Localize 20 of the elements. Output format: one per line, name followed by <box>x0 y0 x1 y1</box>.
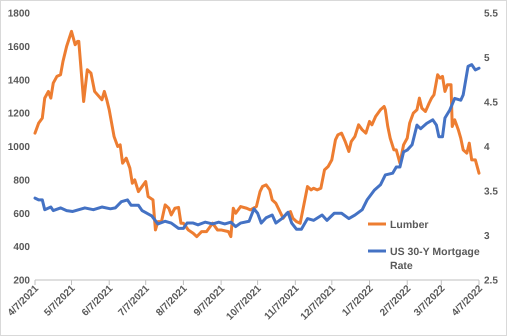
y-tick-label: 1600 <box>8 42 30 53</box>
y2-tick-label: 2.5 <box>484 276 498 286</box>
legend-label: US 30-Y Mortgage Rate <box>390 246 480 272</box>
y-tick-label: 800 <box>13 175 30 186</box>
y2-tick-label: 5.5 <box>484 8 498 20</box>
y2-tick-label: 3.5 <box>484 186 498 198</box>
line-series <box>34 30 480 238</box>
y-tick-label: 200 <box>13 276 30 286</box>
legend-label: Lumber <box>390 219 429 231</box>
y-tick-label: 1000 <box>8 142 30 153</box>
y-tick-label: 1800 <box>8 8 30 20</box>
y-tick-label: 400 <box>13 242 30 254</box>
y2-tick-label: 3 <box>484 231 490 242</box>
y-tick-label: 600 <box>13 208 30 220</box>
y2-tick-label: 5 <box>484 53 490 64</box>
y2-tick-label: 4 <box>484 142 490 153</box>
y2-tick-label: 4.5 <box>484 98 498 108</box>
line-series <box>34 63 480 231</box>
y-tick-label: 1400 <box>8 75 30 86</box>
y-tick-label: 1200 <box>8 108 30 120</box>
